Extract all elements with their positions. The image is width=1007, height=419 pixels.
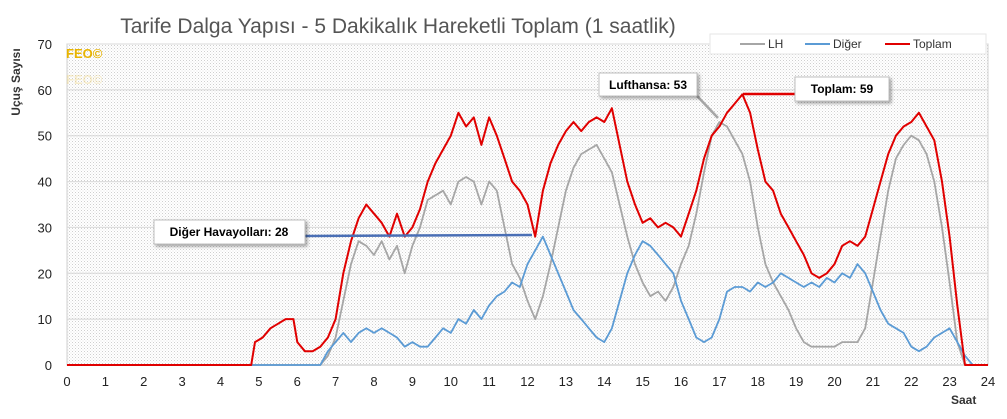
x-tick-13: 13 xyxy=(559,374,573,389)
x-tick-2: 2 xyxy=(140,374,147,389)
x-tick-7: 7 xyxy=(332,374,339,389)
callout-label-toplam: Toplam: 59 xyxy=(811,82,874,96)
x-tick-5: 5 xyxy=(255,374,262,389)
legend: LH Diğer Toplam xyxy=(709,33,987,55)
legend-box xyxy=(709,33,987,55)
series-line-lh xyxy=(67,121,988,366)
y-tick-10: 10 xyxy=(38,312,52,327)
callout-label-diger: Diğer Havayolları: 28 xyxy=(170,225,289,239)
x-tick-0: 0 xyxy=(63,374,70,389)
legend-label-toplam: Toplam xyxy=(913,37,952,51)
callout-box-lh xyxy=(598,72,698,97)
callout-leader-diger xyxy=(304,233,533,238)
y-tick-20: 20 xyxy=(38,266,52,281)
callout-label-lh: Lufthansa: 53 xyxy=(609,78,687,92)
y-tick-labels: 0 10 20 30 40 50 60 70 xyxy=(38,37,52,373)
y-tick-0: 0 xyxy=(45,358,52,373)
watermark-2: FEO© xyxy=(66,72,103,87)
chart-title: Tarife Dalga Yapısı - 5 Dakikalık Hareke… xyxy=(120,15,676,38)
y-tick-30: 30 xyxy=(38,220,52,235)
x-tick-22: 22 xyxy=(904,374,918,389)
x-tick-11: 11 xyxy=(482,374,496,389)
x-tick-9: 9 xyxy=(409,374,416,389)
series-layer xyxy=(67,93,988,366)
x-axis-label: Saat xyxy=(951,393,976,407)
x-tick-12: 12 xyxy=(520,374,534,389)
x-tick-20: 20 xyxy=(827,374,841,389)
callout-box-toplam xyxy=(794,76,890,102)
x-tick-3: 3 xyxy=(179,374,186,389)
x-tick-6: 6 xyxy=(294,374,301,389)
y-axis-label: Uçuş Sayısı xyxy=(9,48,23,115)
legend-label-lh: LH xyxy=(768,37,783,51)
watermark-1: FEO© xyxy=(66,46,103,61)
x-tick-14: 14 xyxy=(597,374,611,389)
legend-label-diger: Diğer xyxy=(833,37,862,51)
x-tick-1: 1 xyxy=(102,374,109,389)
x-tick-15: 15 xyxy=(635,374,649,389)
y-tick-50: 50 xyxy=(38,129,52,144)
x-tick-labels: 0 1 2 3 4 5 6 7 8 9 10 11 12 13 14 15 16 17 18 19 20 21 22 23 24 xyxy=(63,374,995,389)
series-line-toplam xyxy=(67,93,988,366)
series-line-diger xyxy=(67,235,988,366)
x-tick-21: 21 xyxy=(866,374,880,389)
y-tick-70: 70 xyxy=(38,37,52,52)
x-tick-10: 10 xyxy=(444,374,458,389)
x-tick-18: 18 xyxy=(751,374,765,389)
x-tick-17: 17 xyxy=(712,374,726,389)
x-tick-24: 24 xyxy=(981,374,995,389)
y-tick-40: 40 xyxy=(38,175,52,190)
callout-box-diger xyxy=(153,219,306,245)
x-tick-19: 19 xyxy=(789,374,803,389)
x-tick-23: 23 xyxy=(942,374,956,389)
y-tick-60: 60 xyxy=(38,83,52,98)
x-tick-4: 4 xyxy=(217,374,224,389)
x-tick-16: 16 xyxy=(674,374,688,389)
callout-leader-lh xyxy=(696,95,719,119)
x-tick-8: 8 xyxy=(370,374,377,389)
